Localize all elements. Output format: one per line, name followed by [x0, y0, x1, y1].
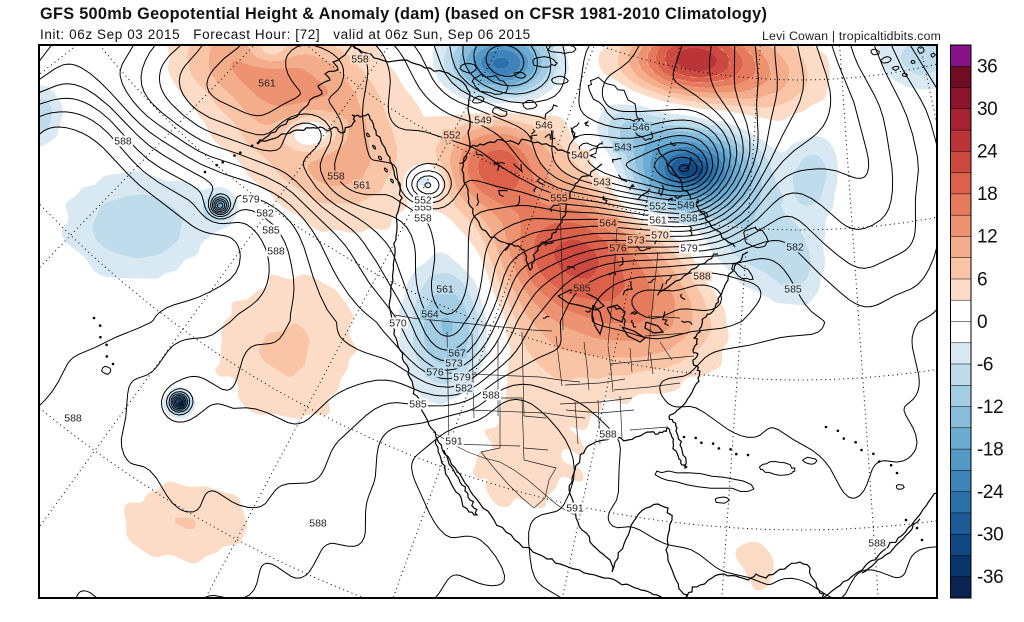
svg-text:12: 12 — [977, 227, 997, 248]
svg-text:549: 549 — [474, 115, 492, 127]
svg-text:558: 558 — [680, 213, 698, 225]
svg-text:552: 552 — [414, 195, 432, 207]
svg-text:588: 588 — [599, 429, 617, 441]
svg-text:-30: -30 — [977, 525, 1003, 546]
svg-text:585: 585 — [784, 284, 802, 296]
svg-text:585: 585 — [573, 283, 591, 295]
svg-text:570: 570 — [389, 318, 407, 330]
svg-text:588: 588 — [693, 271, 711, 283]
svg-text:576: 576 — [609, 243, 627, 255]
svg-text:18: 18 — [977, 184, 997, 205]
svg-text:561: 561 — [353, 180, 371, 192]
svg-text:579: 579 — [242, 194, 260, 206]
svg-text:585: 585 — [409, 399, 427, 411]
svg-text:543: 543 — [614, 142, 632, 154]
svg-text:-6: -6 — [977, 354, 993, 375]
svg-text:549: 549 — [677, 200, 695, 212]
svg-text:588: 588 — [309, 518, 327, 530]
svg-text:582: 582 — [455, 383, 473, 395]
svg-text:552: 552 — [443, 130, 461, 142]
svg-text:585: 585 — [262, 225, 280, 237]
svg-text:540: 540 — [571, 150, 589, 162]
svg-text:576: 576 — [426, 367, 444, 379]
svg-text:-36: -36 — [977, 567, 1003, 588]
svg-text:588: 588 — [267, 246, 285, 258]
svg-text:558: 558 — [414, 213, 432, 225]
svg-text:-18: -18 — [977, 439, 1003, 460]
svg-text:579: 579 — [680, 243, 698, 255]
svg-text:579: 579 — [453, 372, 471, 384]
svg-text:561: 561 — [436, 284, 454, 296]
svg-text:561: 561 — [649, 215, 667, 227]
svg-text:588: 588 — [114, 136, 132, 148]
svg-text:558: 558 — [351, 54, 369, 66]
svg-text:555: 555 — [550, 193, 568, 205]
svg-text:-12: -12 — [977, 397, 1003, 418]
svg-text:588: 588 — [482, 390, 500, 402]
svg-text:543: 543 — [593, 177, 611, 189]
svg-text:546: 546 — [632, 122, 650, 134]
svg-text:564: 564 — [421, 309, 439, 321]
svg-text:24: 24 — [977, 142, 998, 163]
svg-text:591: 591 — [566, 503, 584, 515]
svg-text:6: 6 — [977, 269, 987, 290]
svg-text:-24: -24 — [977, 482, 1004, 503]
svg-text:546: 546 — [535, 120, 553, 132]
svg-text:570: 570 — [651, 230, 669, 242]
svg-text:588: 588 — [64, 413, 82, 425]
svg-text:582: 582 — [256, 208, 274, 220]
svg-text:573: 573 — [445, 358, 463, 370]
svg-text:558: 558 — [327, 171, 345, 183]
svg-text:36: 36 — [977, 57, 997, 78]
svg-text:573: 573 — [627, 235, 645, 247]
svg-text:561: 561 — [258, 78, 276, 90]
svg-text:564: 564 — [599, 218, 617, 230]
svg-text:588: 588 — [868, 538, 886, 550]
svg-text:552: 552 — [649, 201, 667, 213]
svg-text:591: 591 — [445, 436, 463, 448]
svg-text:30: 30 — [977, 99, 997, 120]
svg-text:567: 567 — [448, 348, 466, 360]
svg-text:0: 0 — [977, 312, 987, 333]
svg-text:582: 582 — [786, 242, 804, 254]
